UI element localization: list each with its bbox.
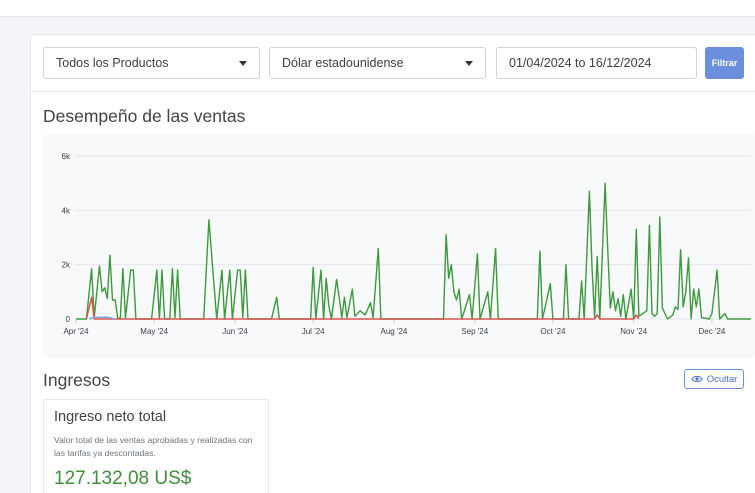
dashboard-panel: Todos los Productos Dólar estadounidense…	[30, 34, 755, 493]
sales-chart: 0 2k 4k 6k Apr '24 May '24 Jun '24 Jul '24 Aug …	[43, 134, 755, 358]
revenue-title: Ingresos	[43, 370, 111, 390]
chevron-down-icon	[239, 60, 247, 66]
series-line	[88, 316, 116, 320]
date-range-value: 01/04/2024 to 16/12/2024	[509, 56, 652, 70]
eye-icon	[691, 375, 703, 383]
top-bar	[0, 0, 755, 17]
card-description: Valor total de las ventas aprobadas y re…	[54, 435, 253, 458]
currency-select[interactable]: Dólar estadounidense	[269, 47, 486, 79]
chart-series	[76, 182, 751, 320]
x-tick-label: Nov '24	[620, 327, 647, 336]
sales-performance-title: Desempeño de las ventas	[43, 106, 246, 126]
filter-button[interactable]: Filtrar	[705, 47, 744, 79]
y-tick-label: 2k	[62, 261, 71, 270]
x-tick-label: Sep '24	[461, 327, 488, 336]
x-tick-label: Aug '24	[381, 327, 408, 336]
x-tick-label: Oct '24	[540, 327, 566, 336]
series-line	[85, 296, 640, 320]
filter-bar: Todos los Productos Dólar estadounidense…	[31, 35, 755, 92]
x-tick-label: Jun '24	[222, 327, 248, 336]
chevron-down-icon	[465, 60, 473, 66]
y-tick-label: 6k	[62, 152, 71, 161]
net-revenue-card: Ingreso neto total Valor total de las ve…	[43, 399, 269, 493]
chart-y-ticks: 0 2k 4k 6k	[62, 152, 71, 324]
card-title: Ingreso neto total	[54, 409, 167, 425]
currency-select-value: Dólar estadounidense	[282, 56, 404, 70]
x-tick-label: Dec '24	[698, 327, 725, 336]
product-select-value: Todos los Productos	[56, 56, 169, 70]
hide-button[interactable]: Ocultar	[684, 369, 744, 389]
hide-button-label: Ocultar	[706, 373, 738, 385]
y-tick-label: 4k	[62, 206, 71, 215]
x-tick-label: May '24	[140, 327, 168, 336]
product-select[interactable]: Todos los Productos	[43, 47, 260, 79]
card-value: 127.132,08 US$	[54, 468, 192, 489]
date-range-input[interactable]: 01/04/2024 to 16/12/2024	[496, 47, 697, 79]
sales-chart-svg: 0 2k 4k 6k Apr '24 May '24 Jun '24 Jul '24 Aug …	[62, 152, 751, 336]
series-line	[76, 182, 751, 320]
x-tick-label: Apr '24	[63, 327, 89, 336]
chart-x-ticks: Apr '24 May '24 Jun '24 Jul '24 Aug '24 Sep '…	[63, 319, 726, 336]
x-tick-label: Jul '24	[302, 327, 325, 336]
y-tick-label: 0	[66, 315, 71, 324]
